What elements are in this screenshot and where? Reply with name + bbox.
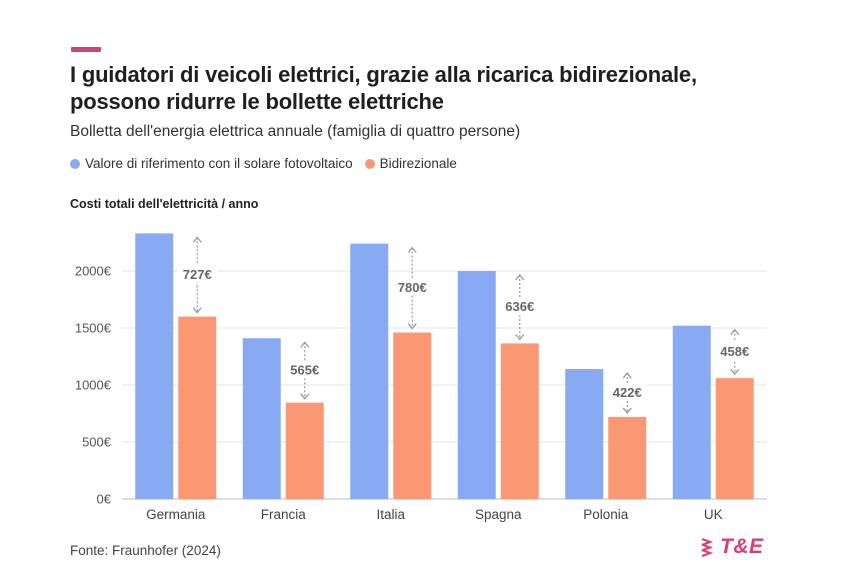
y-tick-label: 1500€ — [75, 321, 112, 336]
savings-label: 458€ — [720, 344, 749, 359]
bar-bidirectional — [393, 332, 432, 499]
savings-arrow-head-down — [192, 307, 202, 314]
savings-arrow-head-up — [622, 371, 632, 379]
savings-label-bg — [607, 382, 648, 401]
bar-baseline — [350, 243, 389, 499]
legend-item-baseline: Valore di riferimento con il solare foto… — [70, 156, 353, 171]
savings-arrow-head-up — [515, 273, 525, 281]
x-tick-label: Italia — [376, 507, 405, 522]
brand-logo: T&E — [700, 535, 764, 559]
chart-subtitle: Bolletta dell'energia elettrica annuale … — [70, 123, 521, 140]
bar-bidirectional — [285, 402, 324, 499]
savings-arrow-head-down — [300, 393, 310, 400]
y-tick-label: 2000€ — [75, 264, 112, 279]
savings-label-bg — [284, 360, 325, 379]
chart-title: I guidatori di veicoli elettrici, grazie… — [70, 62, 697, 114]
savings-arrow-head-down — [622, 407, 632, 414]
savings-label-bg — [177, 264, 218, 283]
bar-bidirectional — [715, 378, 754, 499]
bar-bidirectional — [608, 416, 647, 499]
savings-arrow-head-up — [192, 236, 202, 243]
legend-label-baseline: Valore di riferimento con il solare foto… — [85, 156, 353, 171]
x-tick-label: Polonia — [583, 507, 629, 522]
legend-swatch-bidirectional — [364, 158, 375, 169]
brand-logo-text: T&E — [720, 535, 764, 558]
legend-swatch-baseline — [70, 158, 80, 169]
y-axis-title: Costi totali dell'elettricità / anno — [70, 197, 259, 211]
bar-baseline — [242, 338, 281, 499]
bar-baseline — [565, 369, 604, 499]
legend: Valore di riferimento con il solare foto… — [70, 156, 469, 171]
x-tick-label: Germania — [146, 507, 206, 522]
chevron-stack-icon — [701, 537, 714, 557]
savings-arrow-head-up — [407, 246, 417, 254]
y-tick-label: 1000€ — [75, 378, 112, 393]
savings-label-bg — [499, 297, 540, 316]
savings-label: 780€ — [398, 280, 427, 295]
y-tick-label: 0€ — [97, 492, 112, 507]
accent-bar — [71, 47, 101, 52]
y-tick-label: 500€ — [82, 435, 112, 450]
legend-item-bidirectional: Bidirezionale — [364, 156, 457, 171]
savings-label: 565€ — [290, 362, 319, 377]
savings-arrow-head-down — [515, 333, 525, 341]
legend-label-bidirectional: Bidirezionale — [379, 156, 457, 171]
savings-label-bg — [392, 278, 433, 297]
savings-arrow-head-down — [407, 323, 417, 330]
x-tick-label: UK — [704, 507, 723, 522]
savings-label: 636€ — [505, 299, 534, 314]
savings-label-bg — [714, 341, 755, 360]
bar-bidirectional — [500, 343, 539, 499]
bar-baseline — [457, 271, 496, 499]
savings-arrow-head-down — [730, 368, 740, 376]
source-note: Fonte: Fraunhofer (2024) — [70, 543, 221, 558]
x-tick-label: Spagna — [475, 507, 522, 522]
x-tick-label: Francia — [261, 507, 307, 522]
savings-arrow-head-up — [300, 341, 310, 348]
bar-bidirectional — [178, 316, 217, 499]
savings-label: 727€ — [183, 267, 212, 282]
bar-baseline — [135, 233, 174, 499]
savings-arrow-head-up — [730, 328, 740, 336]
savings-label: 422€ — [613, 385, 642, 400]
bar-baseline — [672, 325, 711, 499]
